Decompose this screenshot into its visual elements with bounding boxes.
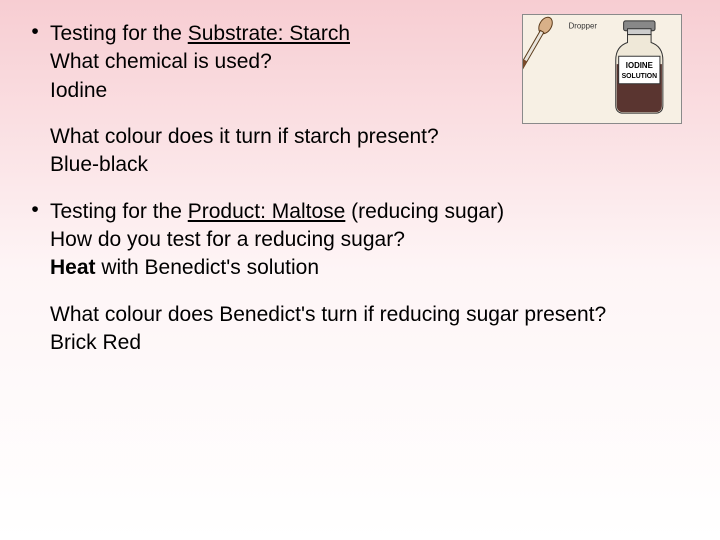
b2-a1-bold: Heat: [50, 256, 96, 279]
iodine-illustration: Dropper IODINE SOLUTION: [522, 14, 682, 124]
b2-title-tail: (reducing sugar): [345, 200, 504, 223]
b2-a1-tail: with Benedict's solution: [96, 256, 319, 279]
bullet-2-text: Testing for the Product: Maltose (reduci…: [50, 198, 690, 283]
b2-q1: How do you test for a reducing sugar?: [50, 228, 405, 251]
indent2-q: What colour does Benedict's turn if redu…: [50, 303, 606, 326]
b1-title-underline: Substrate: Starch: [188, 22, 350, 45]
indent1-q: What colour does it turn if starch prese…: [50, 125, 439, 148]
bottle-label-1: IODINE: [626, 61, 653, 70]
indent-2: What colour does Benedict's turn if redu…: [50, 301, 690, 358]
b2-title-pre: Testing for the: [50, 200, 188, 223]
dropper-label: Dropper: [569, 22, 598, 31]
bottle-label-2: SOLUTION: [622, 73, 657, 80]
indent2-a: Brick Red: [50, 331, 141, 354]
bullet-marker: •: [20, 198, 50, 283]
indent-1: What colour does it turn if starch prese…: [50, 123, 690, 180]
b1-a1: Iodine: [50, 79, 107, 102]
b2-title-underline: Product: Maltose: [188, 200, 346, 223]
b1-title-pre: Testing for the: [50, 22, 188, 45]
b1-q1: What chemical is used?: [50, 50, 272, 73]
bullet-item-2: • Testing for the Product: Maltose (redu…: [20, 198, 690, 283]
bullet-marker: •: [20, 20, 50, 105]
indent1-a: Blue-black: [50, 153, 148, 176]
